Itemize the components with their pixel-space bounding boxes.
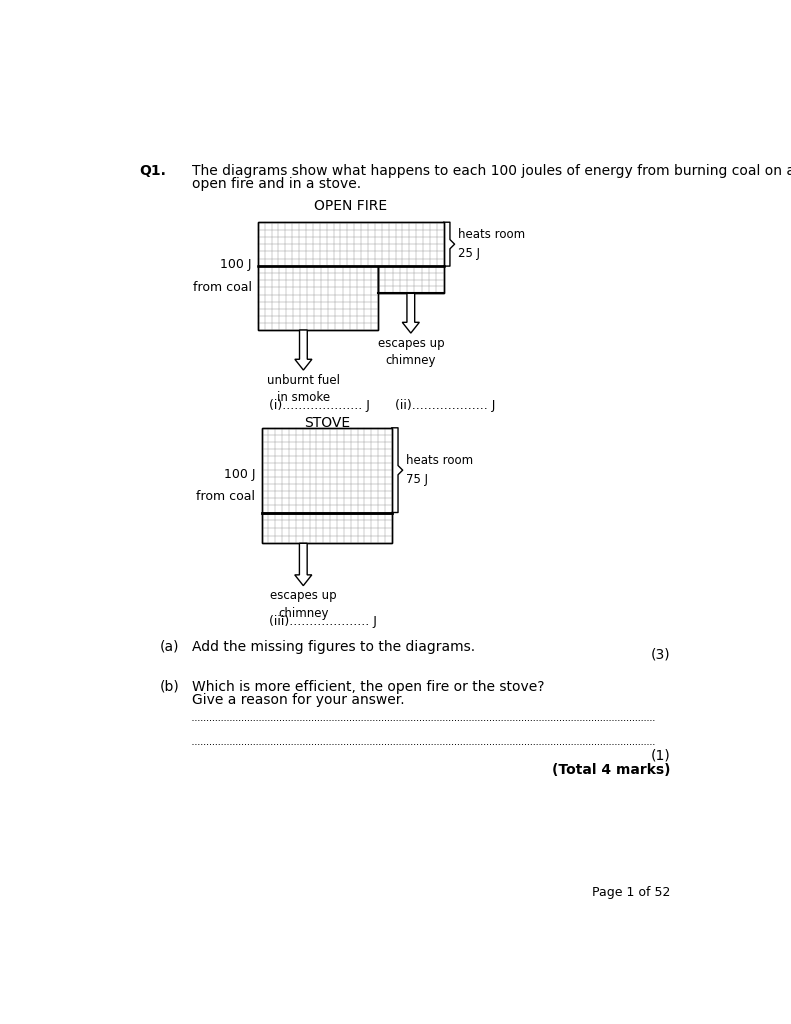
Text: 100 J: 100 J <box>220 258 252 271</box>
Bar <box>258 266 378 330</box>
Bar <box>258 222 444 266</box>
Text: heats room: heats room <box>406 454 473 467</box>
Text: STOVE: STOVE <box>305 416 350 430</box>
Bar <box>262 428 392 512</box>
Polygon shape <box>295 330 312 370</box>
Bar <box>378 266 444 293</box>
Bar <box>262 512 392 544</box>
Bar <box>258 266 378 330</box>
Polygon shape <box>403 293 419 333</box>
Text: from coal: from coal <box>196 490 255 503</box>
Text: Page 1 of 52: Page 1 of 52 <box>592 886 671 899</box>
Bar <box>378 266 444 293</box>
Bar <box>262 428 392 512</box>
Text: OPEN FIRE: OPEN FIRE <box>314 199 388 213</box>
Text: (i).................... J: (i).................... J <box>270 399 370 413</box>
Text: escapes up
chimney: escapes up chimney <box>377 337 444 367</box>
Text: heats room: heats room <box>458 228 524 241</box>
Text: (iii).................... J: (iii).................... J <box>270 614 377 628</box>
Text: 100 J: 100 J <box>224 468 255 481</box>
Bar <box>262 512 392 544</box>
Text: (b): (b) <box>159 680 179 693</box>
Text: from coal: from coal <box>192 281 252 294</box>
Text: Add the missing figures to the diagrams.: Add the missing figures to the diagrams. <box>192 640 475 653</box>
Text: The diagrams show what happens to each 100 joules of energy from burning coal on: The diagrams show what happens to each 1… <box>192 165 791 178</box>
Polygon shape <box>295 544 312 586</box>
Bar <box>258 222 444 266</box>
Text: (3): (3) <box>651 647 671 662</box>
Text: (1): (1) <box>651 749 671 763</box>
Text: 25 J: 25 J <box>458 247 479 260</box>
Text: Which is more efficient, the open fire or the stove?: Which is more efficient, the open fire o… <box>192 680 544 693</box>
Text: unburnt fuel
in smoke: unburnt fuel in smoke <box>267 374 340 403</box>
Text: escapes up
chimney: escapes up chimney <box>270 590 337 620</box>
Text: Give a reason for your answer.: Give a reason for your answer. <box>192 692 404 707</box>
Text: 75 J: 75 J <box>406 473 428 486</box>
Text: Q1.: Q1. <box>139 165 166 178</box>
Text: (Total 4 marks): (Total 4 marks) <box>552 763 671 777</box>
Text: open fire and in a stove.: open fire and in a stove. <box>192 177 361 190</box>
Text: (ii)................... J: (ii)................... J <box>396 399 496 413</box>
Text: (a): (a) <box>159 640 179 653</box>
